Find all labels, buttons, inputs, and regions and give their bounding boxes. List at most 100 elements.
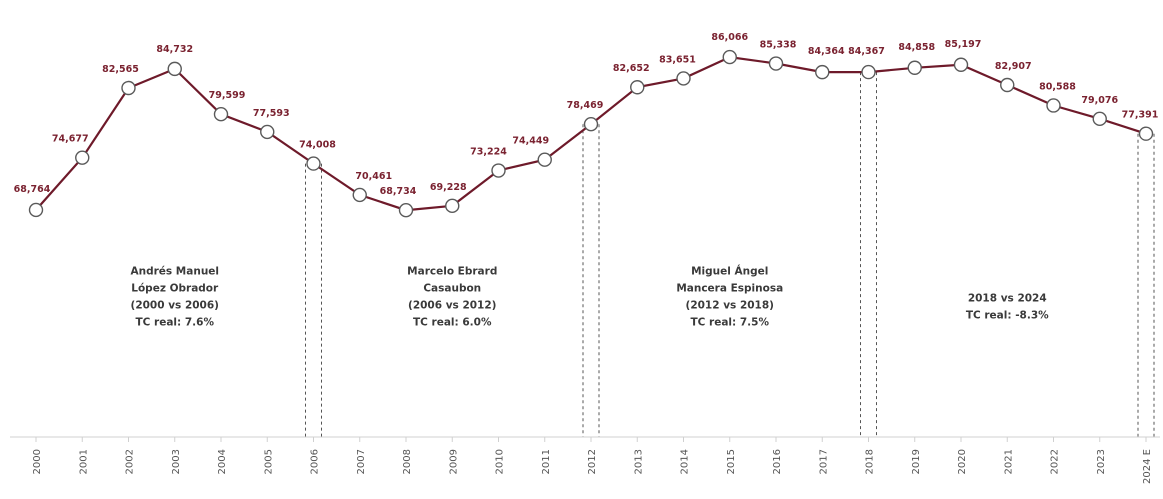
period-annotation-4: 2018 vs 2024 TC real: -8.3%: [966, 293, 1049, 322]
data-label-2003: 84,732: [156, 44, 193, 55]
data-label-2016: 85,338: [760, 40, 797, 51]
x-tick-label: 2024 E: [1142, 449, 1153, 484]
data-point-2024-E: [1138, 126, 1154, 141]
data-label-2024-E: 77,391: [1122, 110, 1159, 121]
period-annotation-line: (2000 vs 2006): [131, 300, 219, 312]
data-point-2009: [445, 198, 460, 214]
data-label-2010: 73,224: [470, 147, 507, 158]
data-label-2007: 70,461: [355, 171, 392, 182]
x-tick-label: 2021: [1003, 449, 1014, 474]
data-label-2018: 84,367: [848, 46, 885, 57]
data-point-2017: [815, 64, 830, 80]
period-annotation-line: (2012 vs 2018): [686, 300, 774, 312]
period-annotations: Andrés Manuel López Obrador (2000 vs 2006)…: [130, 265, 1049, 329]
data-label-2009: 69,228: [430, 182, 467, 193]
data-label-2008: 68,734: [380, 186, 417, 197]
data-point-2006: [306, 156, 321, 171]
data-point-2019: [907, 60, 922, 75]
data-point-2001: [75, 150, 90, 165]
period-annotation-line: TC real: 6.0%: [413, 317, 492, 329]
data-point-2005: [260, 124, 275, 140]
x-tick-label: 2013: [633, 449, 644, 474]
x-tick-label: 2014: [680, 449, 691, 474]
x-tick-label: 2020: [957, 449, 968, 474]
period-annotation-3: Miguel Ángel Mancera Espinosa (2012 vs 201…: [676, 265, 783, 329]
data-label-2002: 82,565: [102, 64, 139, 75]
data-label-2014: 83,651: [659, 54, 696, 65]
period-annotation-line: Andrés Manuel: [130, 266, 219, 278]
data-point-2010: [491, 163, 506, 178]
data-point-2016: [768, 56, 784, 71]
data-point-2007: [352, 187, 367, 203]
x-tick-label: 2002: [125, 449, 136, 474]
data-point-2000: [28, 202, 44, 218]
data-point-2018: [861, 64, 876, 80]
period-annotation-line: Miguel Ángel: [691, 265, 768, 278]
data-label-2015: 86,066: [711, 32, 748, 43]
data-point-2008: [398, 202, 414, 218]
data-label-2011: 74,449: [512, 136, 549, 147]
x-tick-label: 2008: [402, 449, 413, 474]
x-tick-label: 2015: [726, 449, 737, 474]
period-annotation-line: Casaubon: [423, 283, 481, 295]
period-annotation-line: 2018 vs 2024: [968, 293, 1047, 305]
x-tick-label: 2009: [448, 449, 459, 474]
data-labels: 68,764 74,677 82,565 84,732 79,599 77,593 74,0…: [14, 32, 1159, 197]
x-tick-label: 2001: [78, 449, 89, 474]
x-tick-label: 2016: [772, 449, 783, 474]
period-annotation-line: TC real: 7.6%: [136, 317, 215, 329]
x-tick-label: 2023: [1096, 449, 1107, 474]
x-axis-ticks: 2000 2001 2002 2003 2004 2005 2006 2007 2008 2009…: [32, 437, 1153, 484]
data-point-2014: [676, 71, 691, 86]
data-label-2020: 85,197: [945, 39, 982, 50]
period-annotation-line: López Obrador: [131, 283, 219, 295]
x-tick-label: 2004: [217, 449, 228, 474]
data-label-2013: 82,652: [613, 63, 650, 74]
data-point-2004: [213, 107, 229, 122]
x-tick-label: 2011: [541, 449, 552, 474]
period-annotation-line: Mancera Espinosa: [676, 283, 783, 295]
x-tick-label: 2010: [495, 449, 506, 474]
data-label-2022: 80,588: [1039, 81, 1076, 92]
data-label-2017: 84,364: [808, 46, 845, 57]
data-label-2004: 79,599: [209, 90, 246, 101]
data-point-2021: [1000, 77, 1015, 93]
x-tick-label: 2006: [310, 449, 321, 474]
data-label-2001: 74,677: [52, 134, 89, 145]
data-point-2012: [583, 116, 599, 132]
x-tick-label: 2019: [911, 449, 922, 474]
series-line: [35, 55, 1147, 212]
period-annotation-2: Marcelo Ebrard Casaubon (2006 vs 2012) TC r…: [407, 266, 497, 329]
x-tick-label: 2017: [818, 449, 829, 474]
x-tick-label: 2000: [32, 449, 43, 474]
x-tick-label: 2018: [865, 449, 876, 474]
period-annotation-line: TC real: -8.3%: [966, 310, 1049, 322]
data-point-2003: [167, 61, 182, 77]
period-annotation-1: Andrés Manuel López Obrador (2000 vs 2006)…: [130, 266, 219, 329]
x-tick-label: 2022: [1050, 449, 1061, 474]
x-tick-label: 2012: [587, 449, 598, 474]
data-points: [28, 49, 1154, 218]
data-point-2011: [537, 152, 552, 167]
data-point-2002: [121, 80, 136, 96]
data-label-2023: 79,076: [1081, 95, 1118, 106]
data-label-2006: 74,008: [299, 140, 336, 151]
data-point-2015: [722, 49, 737, 65]
data-point-2013: [630, 80, 645, 95]
period-annotation-line: (2006 vs 2012): [408, 300, 496, 312]
period-annotation-line: TC real: 7.5%: [691, 317, 770, 329]
data-label-2019: 84,858: [898, 42, 935, 53]
x-tick-label: 2003: [171, 449, 182, 474]
data-label-2000: 68,764: [14, 184, 51, 195]
period-annotation-line: Marcelo Ebrard: [407, 266, 497, 278]
data-label-2005: 77,593: [253, 108, 290, 119]
data-label-2021: 82,907: [995, 61, 1032, 72]
period-dividers: [305, 72, 1155, 437]
data-point-2020: [953, 57, 969, 72]
x-tick-label: 2007: [356, 449, 367, 474]
data-point-2022: [1046, 98, 1061, 113]
data-point-2023: [1092, 111, 1107, 127]
data-label-2012: 78,469: [567, 100, 604, 111]
x-tick-label: 2005: [263, 449, 274, 474]
